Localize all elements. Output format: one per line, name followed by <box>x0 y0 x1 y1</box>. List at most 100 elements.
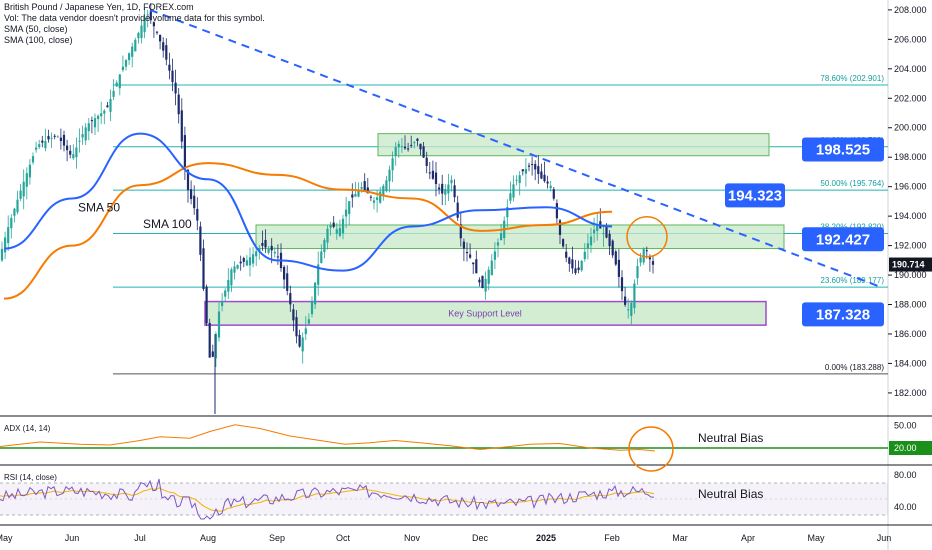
candle-body <box>521 169 524 172</box>
candle-body <box>645 250 648 252</box>
candle-body <box>59 137 62 141</box>
resistance-zone <box>377 133 770 157</box>
candle-body <box>205 286 208 324</box>
candle-body <box>540 171 543 179</box>
price-callout: 194.323 <box>725 183 785 208</box>
candle-body <box>199 226 202 255</box>
candle-body <box>230 269 233 286</box>
candle-body <box>500 233 503 241</box>
candle-body <box>478 279 481 283</box>
adx-level-tag-bg <box>889 441 932 455</box>
candle-body <box>614 251 617 265</box>
rsi-tick-label: 40.00 <box>894 502 917 512</box>
candle-body <box>456 202 459 218</box>
price-tick-label: 190.000 <box>894 270 927 280</box>
price-callout-label: 192.427 <box>816 231 870 248</box>
candle-body <box>112 90 115 97</box>
candle-body <box>146 14 149 16</box>
price-callout-label: 194.323 <box>728 187 782 204</box>
rsi-tick-label: 80.00 <box>894 470 917 480</box>
candle-body <box>41 140 44 143</box>
candle-body <box>106 105 109 108</box>
candle-body <box>453 185 456 198</box>
candle-body <box>35 147 38 150</box>
candle-body <box>159 34 162 42</box>
candle-body <box>211 351 214 357</box>
price-tick-label: 206.000 <box>894 34 927 44</box>
sma50-line <box>3 132 613 272</box>
price-tick-label: 204.000 <box>894 64 927 74</box>
time-axis-label: Aug <box>200 533 216 543</box>
price-callout: 198.525 <box>802 137 884 162</box>
candle-body <box>413 142 416 144</box>
candle-body <box>565 251 568 258</box>
candle-body <box>633 283 636 309</box>
time-axis-label: May <box>0 533 13 543</box>
candle-body <box>283 266 286 280</box>
candle-body <box>50 137 53 139</box>
candle-body <box>202 248 205 290</box>
candle-body <box>391 158 394 171</box>
price-callout: 192.427 <box>802 227 884 252</box>
candle-body <box>109 99 112 112</box>
candle-body <box>0 248 4 261</box>
candle-body <box>620 277 624 292</box>
price-callout-label: 198.525 <box>816 141 870 158</box>
time-axis-label: Apr <box>741 533 755 543</box>
candle-body <box>372 200 376 203</box>
candle-body <box>16 199 19 213</box>
candle-body <box>81 134 84 138</box>
time-axis-label: Jun <box>877 533 892 543</box>
candle-body <box>382 185 385 197</box>
candle-body <box>28 164 31 178</box>
current-price-tag: 190.714 <box>892 260 925 270</box>
candle-body <box>66 145 69 151</box>
candle-body <box>388 169 391 182</box>
candle-body <box>379 191 382 203</box>
candle-body <box>137 32 140 39</box>
candle-body <box>7 227 10 244</box>
time-axis-label: 2025 <box>536 533 556 543</box>
adx-label: ADX (14, 14) <box>4 424 51 433</box>
mid-zone <box>255 224 785 250</box>
candle-body <box>214 333 217 359</box>
candle-body <box>509 193 512 201</box>
candle-body <box>555 203 558 219</box>
candle-body <box>332 222 335 228</box>
candle-body <box>558 220 562 235</box>
candle-body <box>314 282 317 305</box>
candle-body <box>627 309 630 311</box>
candle-body <box>434 172 438 185</box>
candle-body <box>326 228 329 243</box>
candle-body <box>320 251 323 263</box>
candle-body <box>441 183 444 194</box>
candle-body <box>196 208 199 221</box>
candle-body <box>270 245 273 251</box>
candle-body <box>376 197 379 200</box>
sma100-annotation: SMA 100 <box>143 217 192 231</box>
candle-body <box>276 256 279 258</box>
candle-body <box>165 45 168 60</box>
candle-body <box>338 227 341 236</box>
candle-body <box>524 168 527 174</box>
fib-level-label: 38.20% (192.820) <box>820 223 884 232</box>
candle-body <box>425 157 428 166</box>
candles <box>0 3 655 368</box>
current-price-tag-bg <box>889 257 932 272</box>
volume-note: Vol: The data vendor doesn't provide vol… <box>4 13 265 23</box>
candle-body <box>25 173 28 187</box>
fib-level-label: 78.60% (202.901) <box>820 74 884 83</box>
chart-title: British Pound / Japanese Yen, 1D, FOREX.… <box>4 2 194 12</box>
time-axis-label: Jul <box>134 533 146 543</box>
candle-body <box>531 164 534 166</box>
candle-body <box>236 264 239 269</box>
price-tick-label: 208.000 <box>894 5 927 15</box>
candle-body <box>624 296 627 305</box>
candle-body <box>90 120 93 122</box>
candle-body <box>323 240 326 252</box>
candle-body <box>38 144 41 147</box>
rsi-neutral-bias: Neutral Bias <box>698 487 763 501</box>
candle-body <box>168 64 171 71</box>
